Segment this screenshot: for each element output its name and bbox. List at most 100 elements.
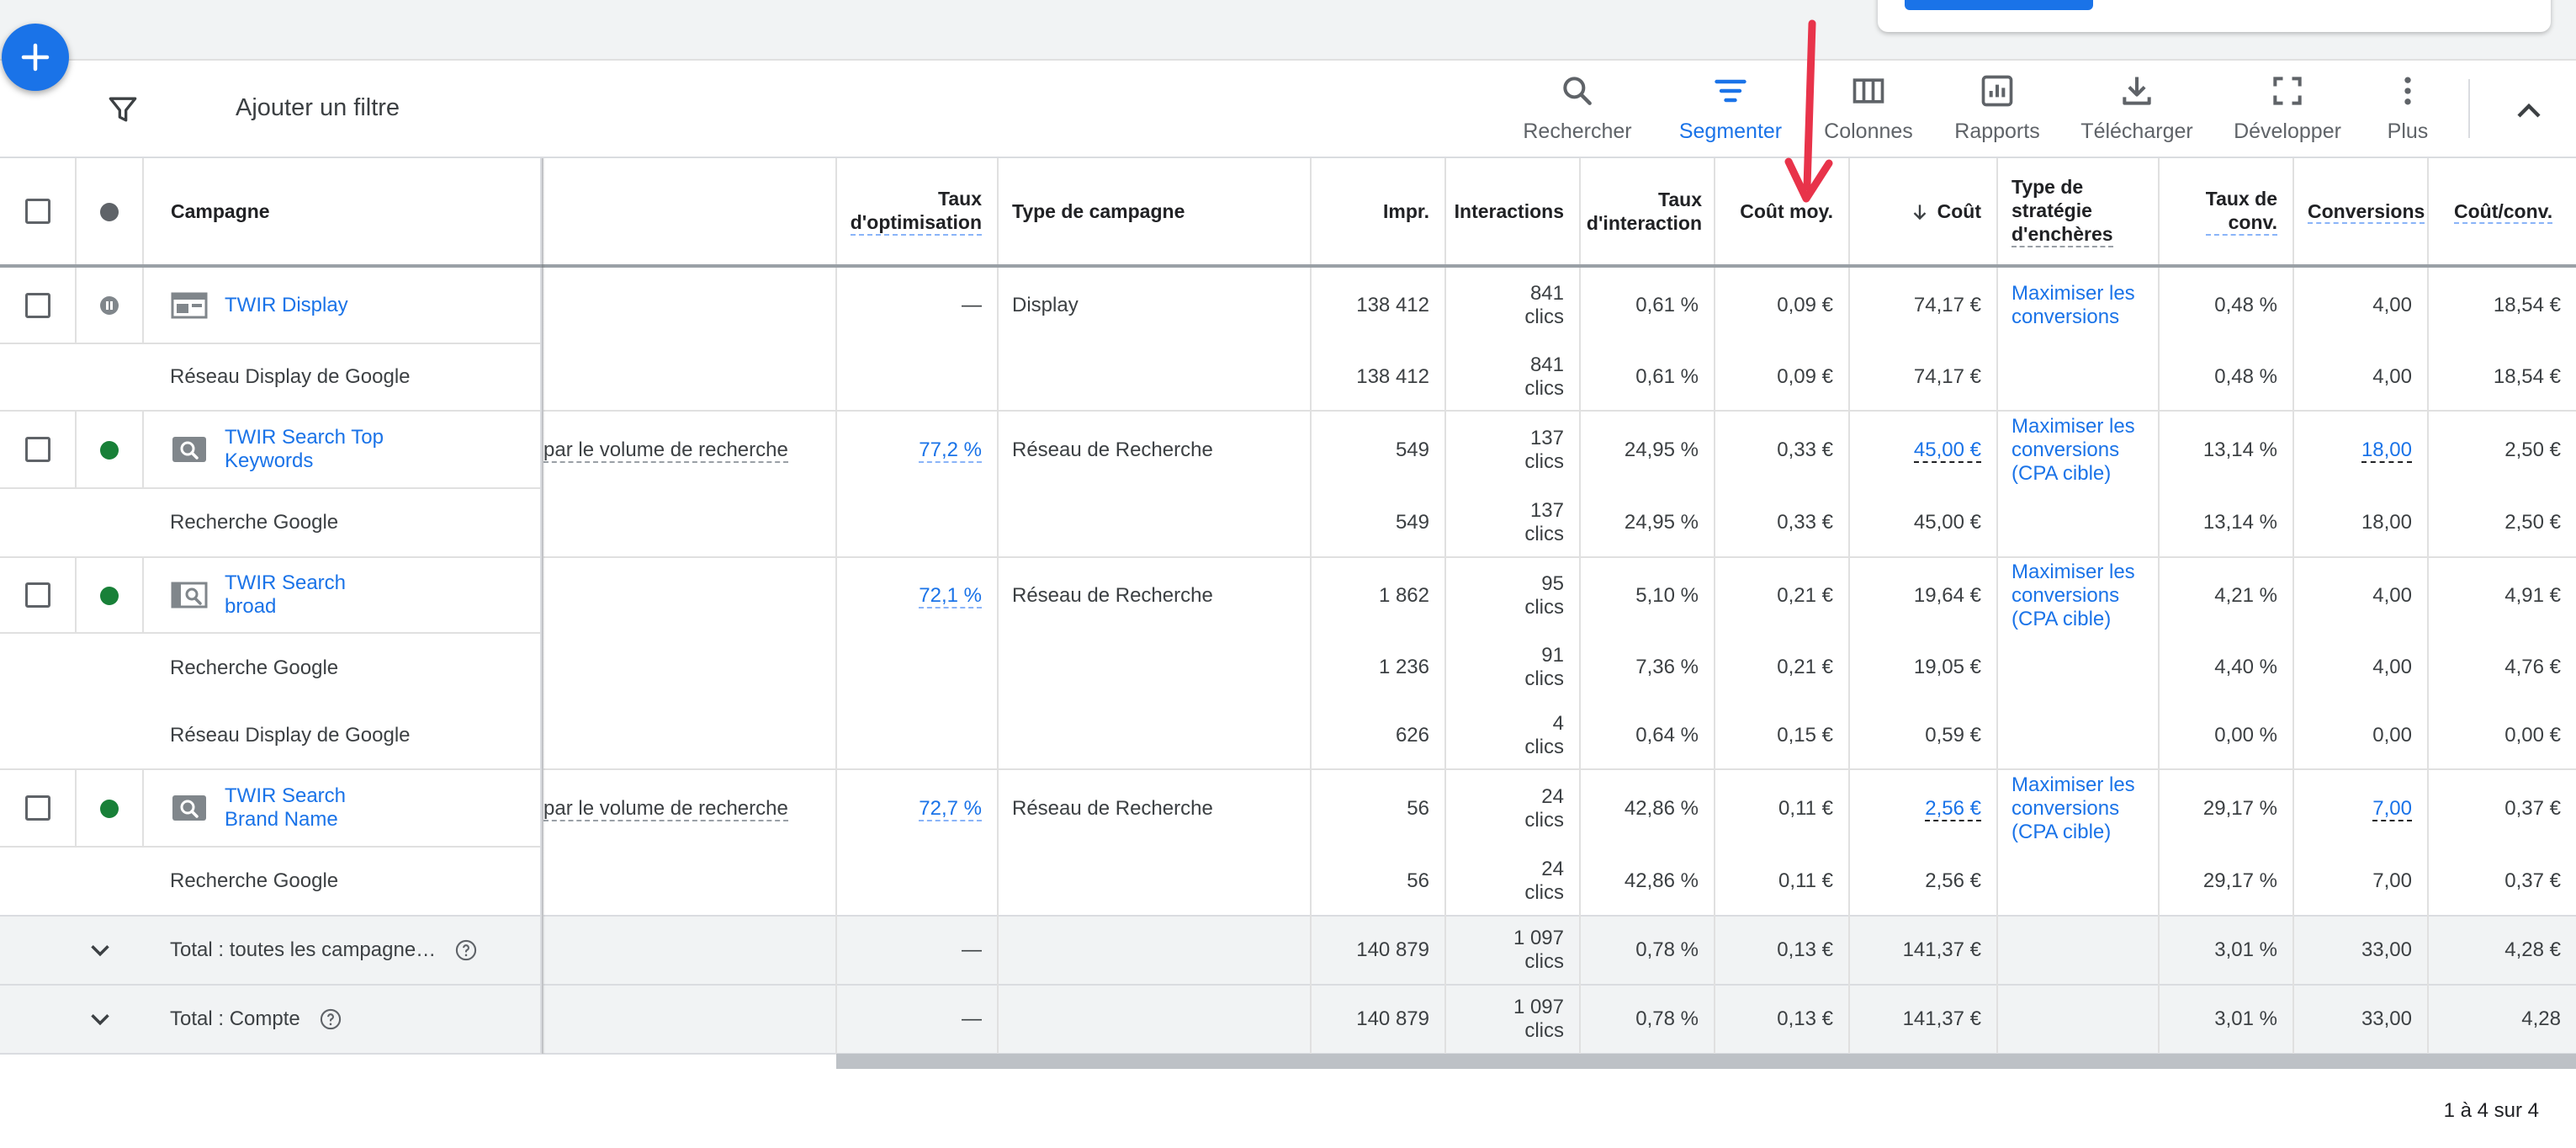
col-avg-cost[interactable]: Coût moy. — [1714, 158, 1849, 268]
budget-link[interactable]: par le volume de recherche — [543, 438, 788, 463]
row-checkbox-cell[interactable] — [0, 768, 76, 847]
bid-strategy-link[interactable]: Maximiser les conversions (CPA cible) — [2012, 773, 2135, 843]
total-label-cell: Total : Compte — [143, 984, 543, 1054]
col-conversions[interactable]: Conversions — [2292, 158, 2428, 268]
select-all-cell[interactable] — [0, 158, 76, 268]
popup-primary-button[interactable] — [1905, 0, 2093, 10]
col-cost[interactable]: Coût — [1848, 158, 1997, 268]
tool-reports-label: Rapports — [1954, 120, 2040, 143]
campaign-name-link[interactable]: TWIR Search broad — [225, 571, 347, 618]
status-cell[interactable] — [75, 768, 143, 847]
row-checkbox[interactable] — [24, 795, 50, 821]
tool-search[interactable]: Rechercher — [1523, 72, 1632, 153]
add-filter-link[interactable]: Ajouter un filtre — [236, 94, 400, 121]
add-fab-button[interactable] — [2, 24, 69, 91]
table-row[interactable]: TWIR Search broad 72,1 % Réseau de Reche… — [0, 556, 2576, 633]
chevron-up-icon[interactable] — [2509, 91, 2549, 131]
tool-more[interactable]: Plus — [2383, 72, 2433, 153]
table-row[interactable]: TWIR Search Top Keywords par le volume d… — [0, 410, 2576, 488]
expand-total-cell[interactable] — [76, 915, 143, 985]
select-all-checkbox[interactable] — [24, 199, 50, 224]
row-checkbox[interactable] — [24, 437, 50, 462]
tool-expand[interactable]: Développer — [2229, 72, 2345, 153]
cost-cell[interactable]: 45,00 € — [1848, 410, 1997, 488]
bid-strategy-link[interactable]: Maximiser les conversions — [2012, 282, 2135, 328]
conversions-link[interactable]: 18,00 — [2361, 438, 2412, 463]
row-checkbox-cell[interactable] — [0, 265, 76, 343]
col-interaction-rate[interactable]: Taux d'interaction — [1579, 158, 1715, 268]
campaign-type-cell: Réseau de Recherche — [997, 556, 1311, 633]
chevron-down-icon[interactable] — [84, 1003, 116, 1035]
status-cell[interactable] — [75, 410, 143, 488]
budget-link[interactable]: par le volume de recherche — [543, 796, 788, 821]
conversions-cell[interactable]: 18,00 — [2292, 410, 2428, 488]
bid-strategy-link[interactable]: Maximiser les conversions (CPA cible) — [2012, 560, 2135, 630]
conversions-cell: 4,00 — [2292, 633, 2428, 702]
campaign-name-link[interactable]: TWIR Search Top Keywords — [225, 426, 384, 472]
horizontal-scrollbar[interactable] — [836, 1054, 2576, 1069]
col-optimization-rate[interactable]: Taux d'optimisation — [835, 158, 998, 268]
campaign-type-cell: Réseau de Recherche — [997, 410, 1311, 488]
opt-rate-link[interactable]: 72,1 % — [919, 583, 982, 609]
tool-download[interactable]: Télécharger — [2078, 72, 2196, 153]
row-checkbox-cell[interactable] — [0, 410, 76, 488]
col-impressions[interactable]: Impr. — [1310, 158, 1445, 268]
cost-link[interactable]: 2,56 € — [1925, 796, 1981, 821]
bid-strategy-link[interactable]: Maximiser les conversions (CPA cible) — [2012, 414, 2135, 485]
opt-rate-cell[interactable]: 72,7 % — [835, 768, 998, 847]
help-icon[interactable] — [454, 938, 478, 962]
bid-strategy-cell[interactable]: Maximiser les conversions (CPA cible) — [1996, 410, 2159, 488]
campaign-cell[interactable]: TWIR Search broad — [142, 556, 543, 633]
opt-rate-cell[interactable]: 77,2 % — [835, 410, 998, 488]
help-icon[interactable] — [319, 1007, 342, 1031]
col-interactions[interactable]: Interactions — [1444, 158, 1580, 268]
cost-cell: 0,59 € — [1848, 702, 1997, 769]
opt-rate-cell: — — [835, 915, 998, 985]
status-cell[interactable] — [75, 556, 143, 633]
tool-reports[interactable]: Rapports — [1950, 72, 2044, 153]
row-checkbox[interactable] — [24, 292, 50, 318]
campaign-cell[interactable]: TWIR Search Top Keywords — [142, 410, 543, 488]
enabled-status-icon[interactable] — [100, 586, 119, 605]
cost-cell: 19,05 € — [1848, 633, 1997, 702]
campaign-name-link[interactable]: TWIR Search Brand Name — [225, 784, 347, 831]
cost-per-conv-cell: 18,54 € — [2427, 343, 2576, 411]
budget-cell[interactable]: par le volume de recherche — [542, 768, 836, 847]
table-row[interactable]: TWIR Search Brand Name par le volume de … — [0, 768, 2576, 847]
col-cost-per-conv[interactable]: Coût/conv. — [2427, 158, 2576, 268]
opt-rate-link[interactable]: 77,2 % — [919, 438, 982, 463]
opt-rate-cell[interactable]: 72,1 % — [835, 556, 998, 633]
campaign-cell[interactable]: TWIR Search Brand Name — [142, 768, 543, 847]
search-icon — [1563, 77, 1592, 105]
col-conv-rate[interactable]: Taux de conv. — [2158, 158, 2293, 268]
conversions-link[interactable]: 7,00 — [2372, 796, 2412, 821]
col-bid-strategy[interactable]: Type de stratégie d'enchères — [1996, 158, 2159, 268]
filter-icon[interactable] — [104, 91, 141, 128]
tool-segment[interactable]: Segmenter — [1674, 72, 1787, 153]
campaign-name-link[interactable]: TWIR Display — [225, 293, 348, 316]
row-checkbox-cell[interactable] — [0, 556, 76, 633]
cost-cell: 74,17 € — [1848, 265, 1997, 343]
enabled-status-icon[interactable] — [100, 440, 119, 460]
cost-cell: 45,00 € — [1848, 488, 1997, 557]
paused-status-icon[interactable] — [100, 296, 119, 316]
enabled-status-icon[interactable] — [100, 799, 119, 818]
col-campaign[interactable]: Campagne — [142, 158, 543, 268]
chevron-down-icon[interactable] — [84, 934, 116, 966]
col-campaign-type[interactable]: Type de campagne — [997, 158, 1311, 268]
bid-strategy-cell[interactable]: Maximiser les conversions — [1996, 265, 2159, 343]
bid-strategy-cell[interactable]: Maximiser les conversions (CPA cible) — [1996, 556, 2159, 633]
campaign-cell[interactable]: TWIR Display — [142, 265, 543, 343]
budget-cell[interactable]: par le volume de recherche — [542, 410, 836, 488]
row-checkbox[interactable] — [24, 582, 50, 608]
conversions-cell[interactable]: 7,00 — [2292, 768, 2428, 847]
avg-cost-cell: 0,21 € — [1714, 633, 1849, 702]
expand-total-cell[interactable] — [76, 984, 143, 1054]
table-row[interactable]: TWIR Display — Display 138 412 841 clics … — [0, 265, 2576, 343]
opt-rate-link[interactable]: 72,7 % — [919, 796, 982, 821]
cost-link[interactable]: 45,00 € — [1913, 438, 1981, 463]
cost-cell[interactable]: 2,56 € — [1848, 768, 1997, 847]
status-cell[interactable] — [75, 265, 143, 343]
tool-columns[interactable]: Colonnes — [1821, 72, 1916, 153]
bid-strategy-cell[interactable]: Maximiser les conversions (CPA cible) — [1996, 768, 2159, 847]
